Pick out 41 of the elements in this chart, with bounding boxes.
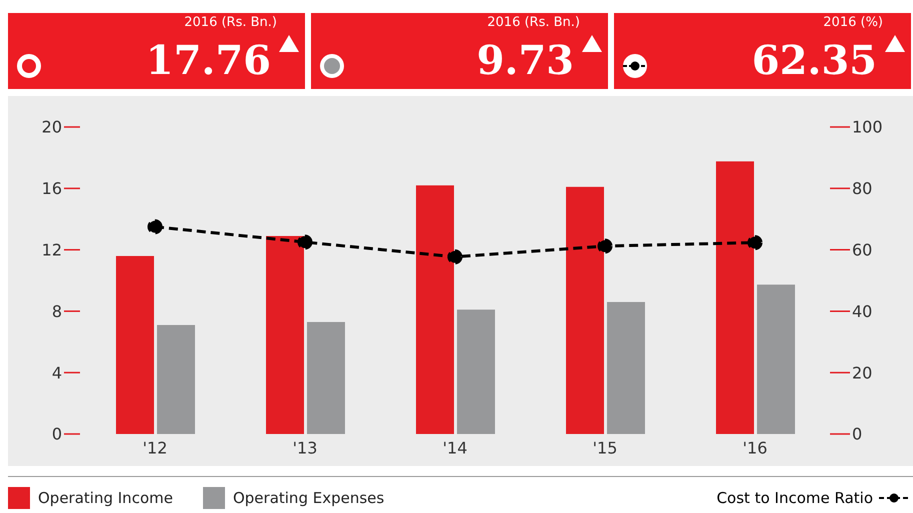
y2-tick-label: 100 <box>852 118 883 137</box>
x-tick-label: '16 <box>742 438 768 458</box>
point <box>298 234 312 250</box>
y-tick-label: 12 <box>42 240 62 260</box>
point <box>598 238 612 254</box>
legend-label: Operating Expenses <box>232 489 384 507</box>
x-tick-label: '14 <box>442 438 468 458</box>
bar <box>757 284 795 434</box>
x-tick-label: '12 <box>142 438 168 458</box>
bar <box>457 310 495 434</box>
bar <box>607 302 645 434</box>
y2-tick-label: 60 <box>852 240 872 260</box>
y2-tick-label: 20 <box>852 363 872 382</box>
bar <box>157 325 195 434</box>
point <box>748 235 762 250</box>
x-tick-label: '15 <box>592 438 618 458</box>
bar <box>307 322 345 434</box>
y-tick-label: 8 <box>52 302 62 321</box>
y-tick-label: 16 <box>42 179 62 198</box>
text: 2016 (%) <box>823 15 883 30</box>
point <box>148 219 162 234</box>
bar <box>716 161 754 434</box>
bar <box>566 186 604 434</box>
x-tick-label: '13 <box>292 438 318 458</box>
y-tick-label: 20 <box>42 118 62 137</box>
text: 2016 (Rs. Bn.) <box>184 15 277 30</box>
legend-label: Operating Income <box>38 489 173 507</box>
point <box>448 249 462 264</box>
y-tick-label: 0 <box>52 424 62 444</box>
y2-tick-label: 40 <box>852 302 872 321</box>
bar <box>116 256 154 434</box>
bar <box>416 185 454 434</box>
text: 9.73 <box>476 37 574 85</box>
bar <box>266 236 304 434</box>
text: 62.35 <box>752 37 877 85</box>
y2-tick-label: 80 <box>852 179 872 198</box>
text: Cost to Income Ratio <box>716 489 873 507</box>
y-tick-label: 4 <box>52 363 62 382</box>
y2-tick-label: 0 <box>852 424 862 444</box>
text: 2016 (Rs. Bn.) <box>487 15 580 30</box>
text: 17.76 <box>146 37 271 85</box>
